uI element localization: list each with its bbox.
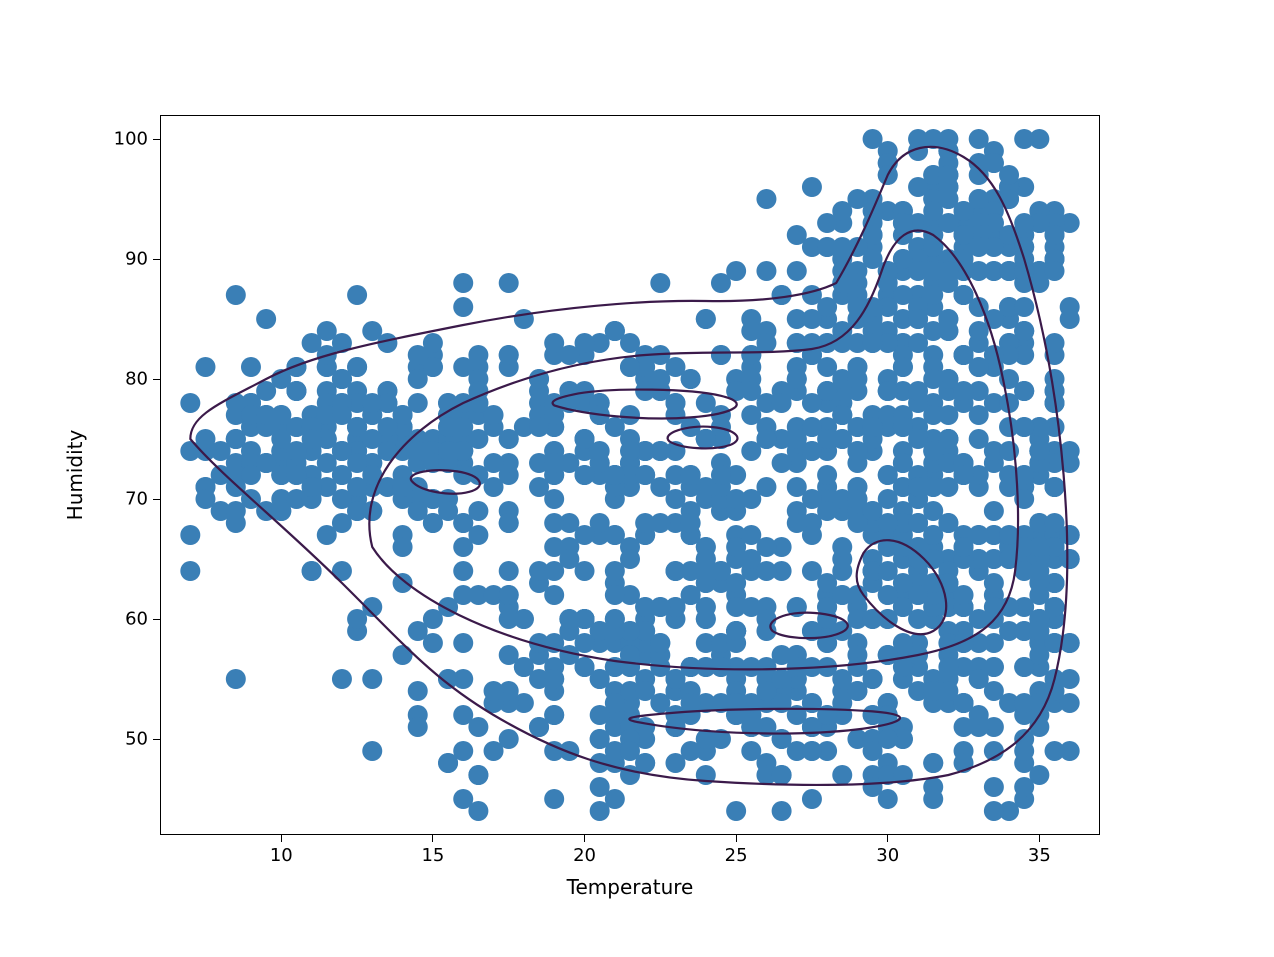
tick-mark	[736, 835, 737, 842]
tick-label: 60	[125, 609, 148, 630]
tick-mark	[887, 835, 888, 842]
x-axis-label: Temperature	[567, 875, 694, 899]
y-axis-label: Humidity	[63, 430, 87, 521]
axes-area	[160, 115, 1100, 835]
tick-mark	[1039, 835, 1040, 842]
tick-label: 15	[421, 845, 444, 866]
tick-mark	[153, 499, 160, 500]
tick-mark	[432, 835, 433, 842]
tick-mark	[584, 835, 585, 842]
plot-svg	[160, 115, 1100, 835]
tick-label: 10	[270, 845, 293, 866]
tick-label: 90	[125, 249, 148, 270]
tick-label: 30	[876, 845, 899, 866]
figure: Temperature Humidity 10 15 20 25 30 35 50 60 70 8…	[0, 0, 1274, 957]
tick-mark	[153, 259, 160, 260]
tick-label: 50	[125, 729, 148, 750]
tick-mark	[153, 139, 160, 140]
tick-mark	[153, 379, 160, 380]
tick-label: 70	[125, 489, 148, 510]
tick-label: 100	[114, 129, 148, 150]
tick-mark	[281, 835, 282, 842]
tick-label: 80	[125, 369, 148, 390]
tick-mark	[153, 739, 160, 740]
tick-label: 25	[725, 845, 748, 866]
tick-label: 20	[573, 845, 596, 866]
tick-mark	[153, 619, 160, 620]
tick-label: 35	[1028, 845, 1051, 866]
